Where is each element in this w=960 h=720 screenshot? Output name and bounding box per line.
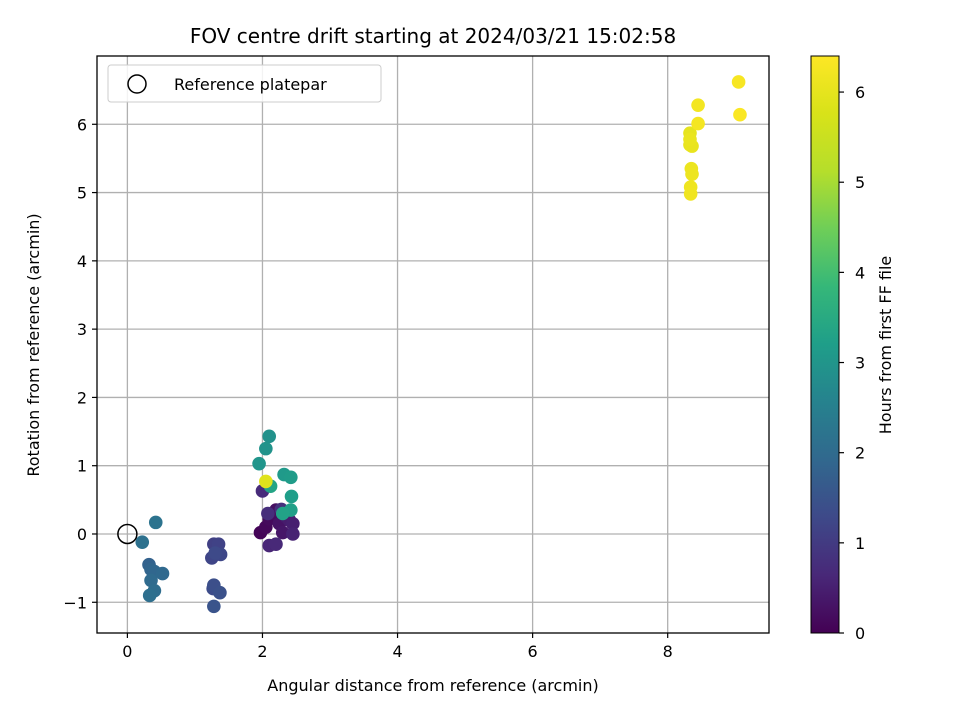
- grid: [97, 56, 769, 633]
- scatter-point: [213, 585, 227, 600]
- colorbar-tick-label: 1: [855, 534, 865, 553]
- colorbar-tick-label: 3: [855, 354, 865, 373]
- scatter-point: [269, 537, 283, 552]
- y-tick-label: 3: [77, 320, 87, 339]
- colorbar-ticks: 0 1 2 3 4 5 6: [839, 83, 865, 643]
- colorbar-tick-label: 6: [855, 83, 865, 102]
- scatter-point: [155, 566, 170, 581]
- x-axis-label: Angular distance from reference (arcmin): [267, 676, 598, 695]
- x-tick-label: 4: [392, 642, 402, 661]
- y-axis-ticks: −1 0 1 2 3 4 5 6: [63, 115, 97, 612]
- scatter-point: [262, 429, 277, 444]
- scatter-point: [286, 516, 300, 531]
- y-tick-label: 4: [77, 252, 87, 271]
- scatter-point: [259, 474, 273, 489]
- scatter-point: [148, 515, 163, 530]
- scatter-point: [685, 167, 699, 181]
- x-tick-label: 6: [528, 642, 538, 661]
- scatter-point: [275, 525, 290, 540]
- colorbar-tick-label: 2: [855, 444, 865, 463]
- scatter-point: [691, 116, 705, 131]
- y-axis-label: Rotation from reference (arcmin): [24, 213, 43, 476]
- colorbar-label: Hours from first FF file: [876, 256, 895, 435]
- reference-point-marker: [117, 523, 138, 545]
- scatter-point: [144, 573, 158, 588]
- scatter-point: [261, 506, 275, 521]
- y-tick-label: 1: [77, 457, 87, 476]
- y-tick-label: 5: [77, 184, 87, 203]
- y-tick-label: 2: [77, 388, 87, 407]
- scatter-point: [284, 470, 298, 485]
- scatter-point: [135, 535, 150, 549]
- scatter-point: [683, 187, 698, 201]
- scatter-point: [207, 599, 221, 614]
- scatter-point: [259, 441, 273, 456]
- y-tick-label: −1: [63, 593, 87, 612]
- data-points: [135, 75, 747, 614]
- plot-area: [96, 55, 770, 634]
- x-tick-label: 2: [257, 642, 267, 661]
- scatter-point: [284, 489, 299, 504]
- colorbar-tick-label: 5: [855, 173, 865, 192]
- colorbar-tick-label: 4: [855, 263, 865, 282]
- scatter-point: [286, 527, 300, 541]
- x-tick-label: 8: [663, 642, 673, 661]
- scatter-point: [733, 107, 747, 122]
- y-tick-label: 6: [77, 115, 87, 134]
- scatter-point: [691, 98, 705, 112]
- x-tick-label: 0: [122, 642, 132, 661]
- chart-title: FOV centre drift starting at 2024/03/21 …: [190, 24, 676, 48]
- reference-marker-layer: [117, 523, 138, 545]
- colorbar: [810, 55, 840, 634]
- y-tick-label: 0: [77, 525, 87, 544]
- scatter-point: [252, 456, 266, 471]
- legend: Reference platepar: [107, 64, 382, 103]
- colorbar-tick-label: 0: [855, 624, 865, 643]
- scatter-point: [731, 75, 746, 89]
- scatter-point: [208, 546, 222, 560]
- legend-marker-icon: [127, 74, 147, 94]
- scatter-point: [142, 588, 157, 603]
- scatter-point: [683, 132, 697, 147]
- legend-entry-label: Reference platepar: [174, 75, 327, 94]
- legend-box: [107, 64, 382, 103]
- scatter-point: [275, 506, 290, 521]
- x-axis-ticks: 0 2 4 6 8: [122, 633, 673, 661]
